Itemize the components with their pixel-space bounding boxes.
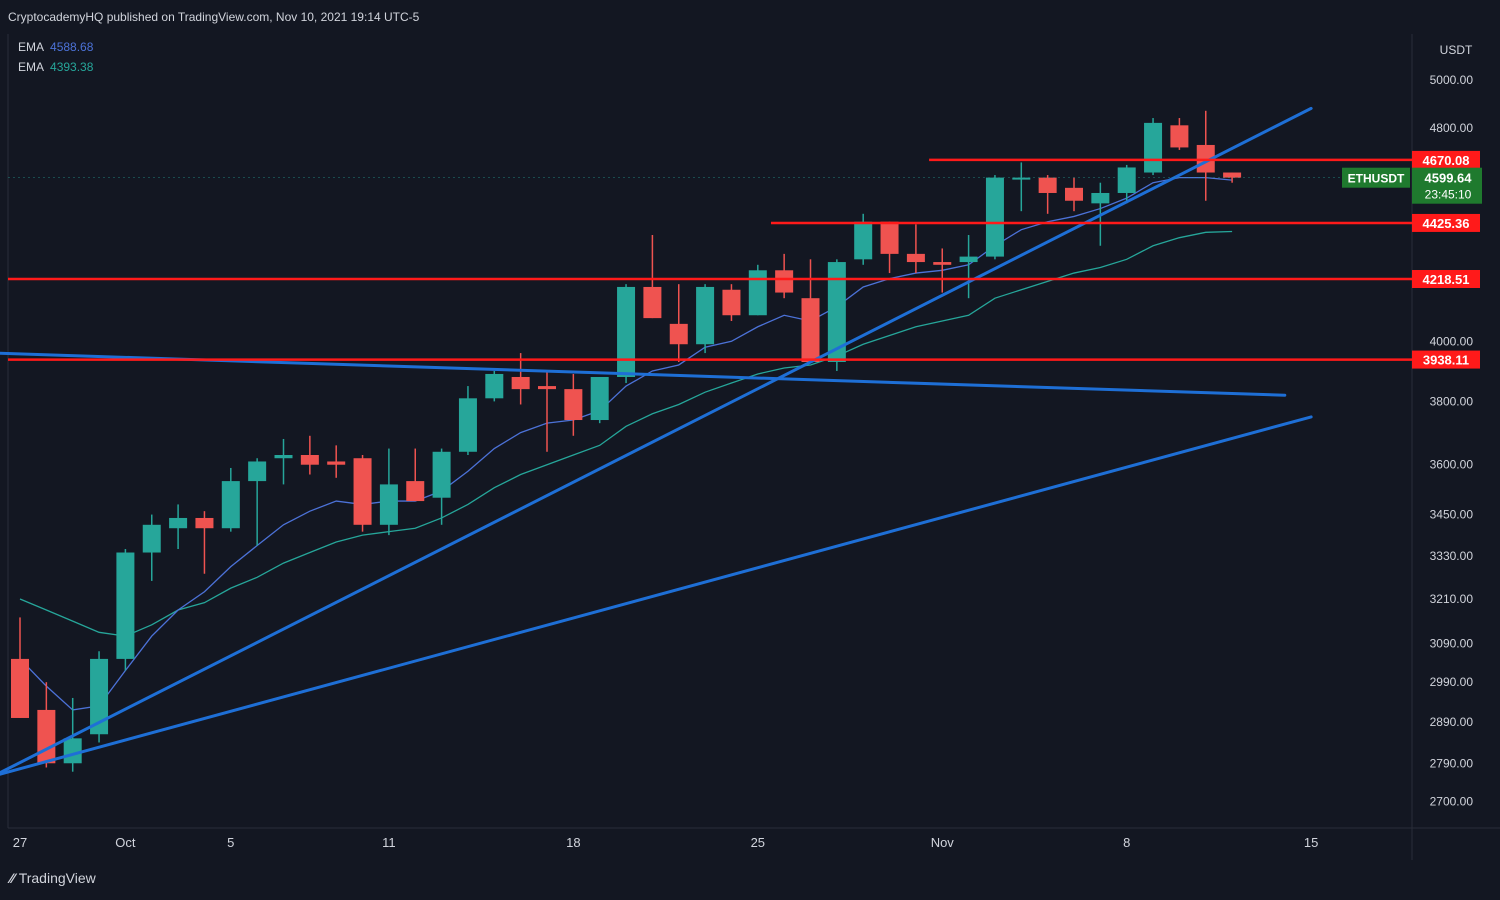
candle-body [1223, 172, 1242, 178]
candle-body [1144, 122, 1163, 173]
candle-body [801, 298, 820, 362]
candle-body [353, 458, 372, 525]
x-tick-label: 18 [566, 835, 580, 850]
legend-ema-slow-label: EMA [18, 60, 45, 74]
level-label-box [1412, 213, 1480, 232]
level-label: 4218.51 [1423, 272, 1470, 287]
y-tick-label: 3090.00 [1430, 637, 1474, 651]
ema-fast-line [19, 176, 1233, 711]
level-label-box [1412, 150, 1480, 169]
candle-body [221, 481, 240, 529]
level-label-box [1412, 270, 1480, 289]
candle-body [195, 517, 214, 529]
trendline [0, 106, 1313, 775]
x-tick-label: 8 [1123, 835, 1130, 850]
candle-body [933, 262, 952, 265]
candle-body [327, 461, 346, 465]
candle-body [775, 270, 794, 293]
tradingview-icon: ⁄⁄ [10, 870, 15, 886]
candle-body [37, 709, 56, 764]
candle-body [63, 738, 82, 764]
candle-body [1091, 192, 1110, 204]
y-tick-label: 2700.00 [1430, 795, 1474, 809]
last-price-box [1412, 167, 1482, 204]
currency-label: USDT [1440, 43, 1473, 57]
candle-body [1038, 177, 1057, 193]
candle-body [643, 286, 662, 319]
candle-body [722, 289, 741, 316]
y-tick-label: 3330.00 [1430, 549, 1474, 563]
x-tick-label: 5 [227, 835, 234, 850]
last-price-label: 4599.64 [1425, 171, 1473, 186]
candle-body [696, 286, 715, 345]
candle-body [248, 461, 267, 482]
countdown-label: 23:45:10 [1425, 188, 1472, 202]
candle-body [511, 376, 530, 390]
candle-body [116, 552, 135, 659]
trendline [0, 415, 1313, 776]
candle-body [854, 221, 873, 260]
candle-body [432, 451, 451, 498]
candle-body [617, 286, 636, 377]
candle-body [590, 376, 609, 421]
symbol-label: ETHUSDT [1348, 172, 1405, 186]
candle-body [564, 389, 583, 421]
candle-body [1065, 187, 1083, 201]
chart-header: CryptocademyHQ published on TradingView.… [0, 0, 1500, 34]
y-tick-label: 5000.00 [1430, 73, 1474, 87]
candle-body [485, 373, 504, 399]
level-label-box [1412, 350, 1480, 369]
candle-body [300, 454, 319, 465]
legend-ema-fast-label: EMA [18, 40, 45, 54]
candle-body [406, 481, 425, 502]
y-tick-label: 3210.00 [1430, 592, 1474, 606]
x-tick-label: 11 [382, 835, 396, 850]
y-tick-label: 3800.00 [1430, 394, 1474, 408]
candle-body [669, 323, 688, 345]
candle-body [90, 658, 109, 735]
candle-body [142, 524, 161, 553]
legend-ema-fast-value: 4588.68 [50, 40, 94, 54]
candle-body [538, 386, 556, 390]
tradingview-logo[interactable]: ⁄⁄ TradingView [10, 870, 96, 886]
candle-body [959, 256, 978, 263]
x-tick-label: 27 [13, 835, 27, 850]
brand-name: TradingView [18, 870, 96, 886]
candle-body [906, 253, 925, 263]
x-tick-label: 15 [1304, 835, 1318, 850]
candle-body [379, 484, 398, 525]
legend-ema-slow: EMA 4393.38 [18, 60, 93, 74]
ema-slow-line [19, 230, 1233, 637]
symbol-badge [1342, 167, 1410, 188]
level-label: 4425.36 [1423, 216, 1470, 231]
legend-ema-fast: EMA 4588.68 [18, 40, 93, 54]
candle-body [748, 270, 767, 316]
y-tick-label: 2890.00 [1430, 715, 1474, 729]
legend-ema-slow-value: 4393.38 [50, 60, 94, 74]
candle-body [11, 658, 29, 718]
y-tick-label: 3450.00 [1430, 508, 1474, 522]
candle-body [880, 221, 899, 254]
publisher-line: CryptocademyHQ published on TradingView.… [8, 10, 420, 24]
level-label: 4670.08 [1423, 153, 1470, 168]
y-tick-label: 3600.00 [1430, 458, 1474, 472]
candle-body [1170, 125, 1189, 148]
candle-body [458, 398, 477, 452]
candle-body [1117, 167, 1136, 193]
y-tick-label: 4000.00 [1430, 334, 1474, 348]
candle-body [169, 517, 188, 529]
x-tick-label: Nov [931, 835, 955, 850]
candle-body [1012, 177, 1031, 180]
x-tick-label: Oct [115, 835, 136, 850]
level-label: 3938.11 [1423, 353, 1469, 368]
y-tick-label: 4800.00 [1430, 121, 1474, 135]
y-tick-label: 2990.00 [1430, 675, 1474, 689]
candle-body [985, 177, 1004, 257]
plot-area[interactable]: 4670.08 4425.36 4218.51 3938.11 USDT 5000.00 4… [0, 34, 1500, 860]
candle-body [274, 454, 293, 459]
candle-body [827, 262, 846, 362]
y-tick-label: 2790.00 [1430, 756, 1474, 770]
x-tick-label: 25 [751, 835, 765, 850]
